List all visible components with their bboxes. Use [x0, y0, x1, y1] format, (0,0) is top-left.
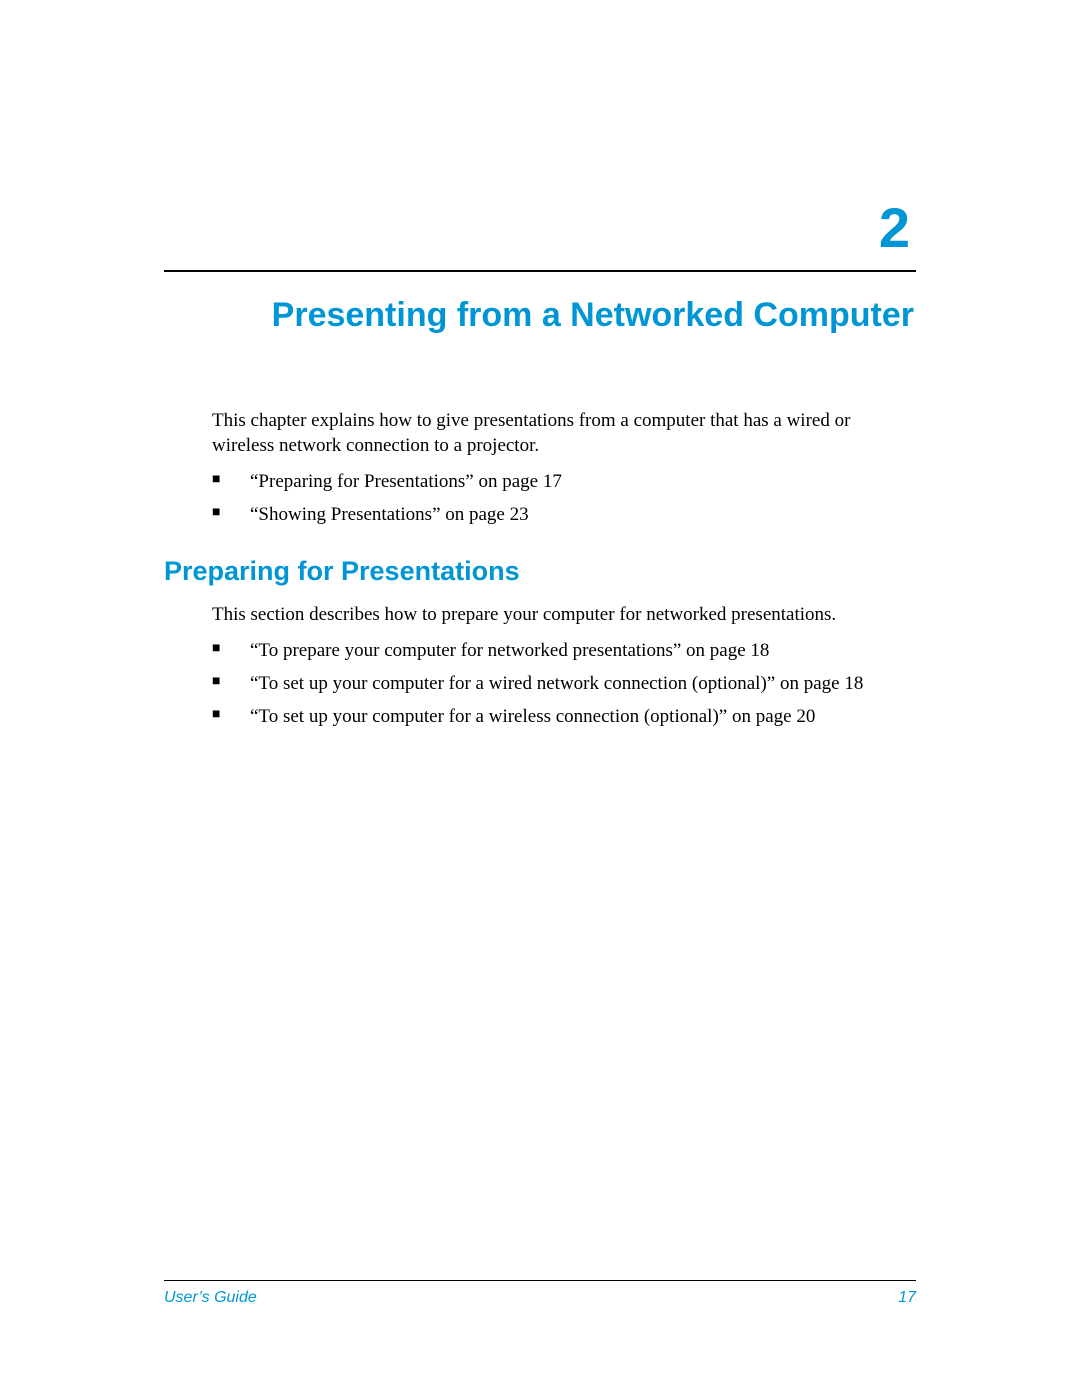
chapter-title: Presenting from a Networked Computer: [164, 296, 916, 335]
footer-divider: [164, 1280, 916, 1281]
chapter-number: 2: [164, 195, 916, 260]
section-bullet-list: “To prepare your computer for networked …: [212, 639, 916, 729]
list-item: “To prepare your computer for networked …: [212, 639, 916, 664]
list-item: “Preparing for Presentations” on page 17: [212, 470, 916, 495]
footer-page-number: 17: [898, 1289, 916, 1307]
list-item: “To set up your computer for a wireless …: [212, 705, 916, 730]
chapter-divider: [164, 270, 916, 272]
section-heading: Preparing for Presentations: [164, 556, 916, 587]
intro-paragraph: This chapter explains how to give presen…: [212, 409, 916, 458]
page-container: 2 Presenting from a Networked Computer T…: [0, 0, 1080, 1397]
page-footer: User’s Guide 17: [164, 1280, 916, 1307]
footer-guide-label: User’s Guide: [164, 1289, 257, 1307]
list-item: “To set up your computer for a wired net…: [212, 672, 916, 697]
section-paragraph: This section describes how to prepare yo…: [212, 603, 916, 628]
list-item: “Showing Presentations” on page 23: [212, 503, 916, 528]
intro-bullet-list: “Preparing for Presentations” on page 17…: [212, 470, 916, 527]
footer-content: User’s Guide 17: [164, 1289, 916, 1307]
